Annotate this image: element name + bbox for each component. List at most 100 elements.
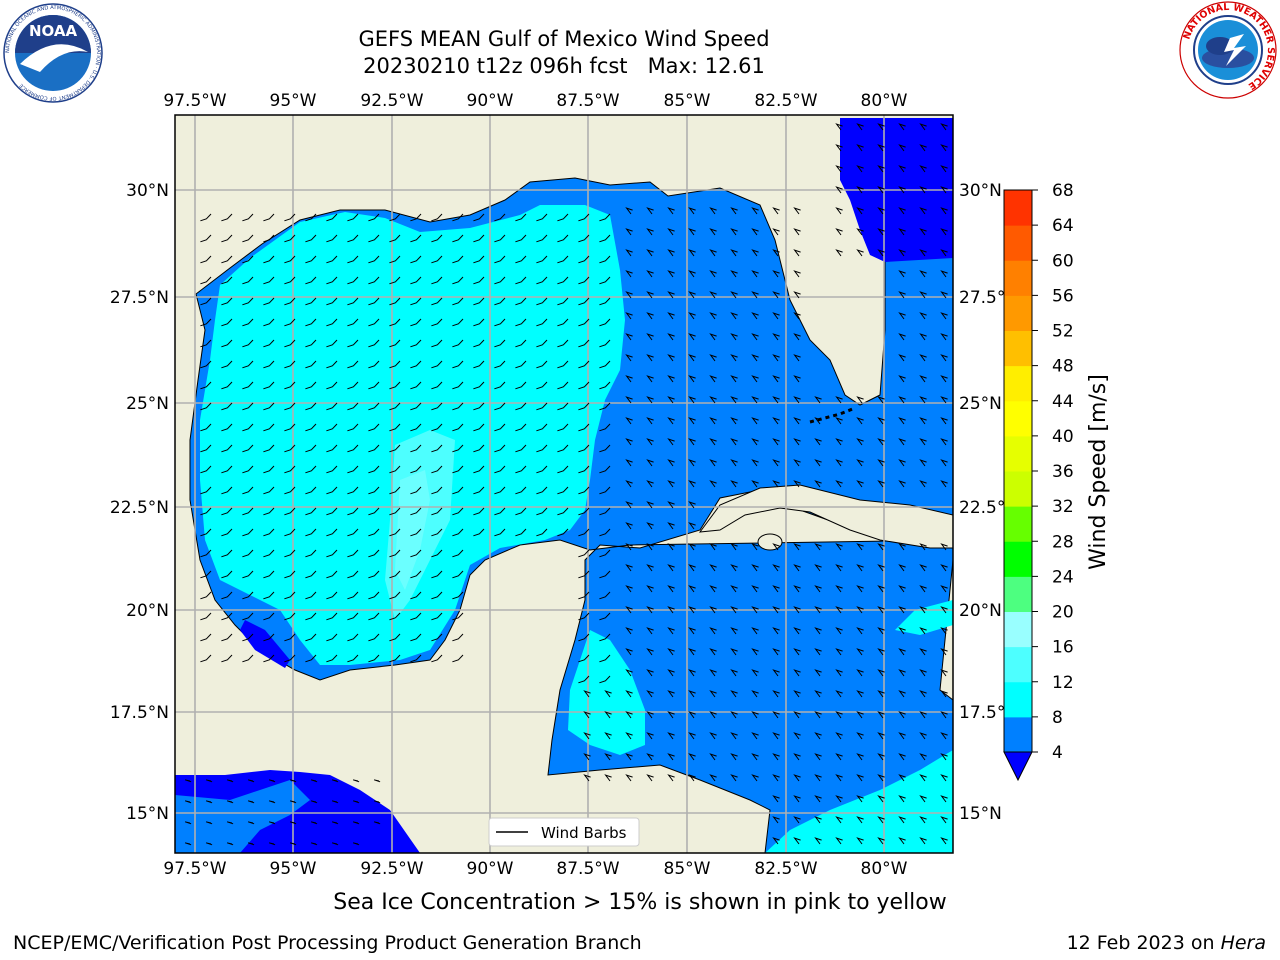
wind-barb (835, 396, 843, 404)
wind-barb (242, 444, 254, 453)
wind-barb (688, 207, 696, 215)
wind-barb (263, 339, 275, 348)
wind-barb (431, 423, 443, 432)
wind-barb (221, 570, 233, 579)
wind-barb (368, 423, 380, 432)
wind-barb (452, 591, 464, 600)
wind-barb (898, 564, 906, 572)
wind-barb (667, 543, 675, 551)
wind-barb (242, 318, 254, 327)
wind-barb (557, 234, 569, 243)
credit-date-text: 12 Feb 2023 on (1066, 932, 1221, 954)
wind-barb (919, 585, 927, 593)
wind-barb (625, 354, 633, 362)
lat-labels-right: 30°N 27.5°N 25°N 22.5°N 20°N 17.5°N 15°N (959, 181, 1018, 824)
wind-barb (515, 276, 527, 285)
wind-barb (604, 732, 612, 740)
wind-barb (919, 375, 927, 383)
wind-barb (835, 543, 843, 551)
wind-barb (646, 417, 654, 425)
wind-barb (898, 585, 906, 593)
wind-barb (578, 255, 590, 264)
wind-barb (751, 312, 759, 320)
wind-barb (688, 291, 696, 299)
wind-barb (263, 276, 275, 285)
wind-barb (578, 633, 590, 642)
wind-barb (200, 381, 212, 390)
wind-barb (347, 318, 359, 327)
wind-barb (877, 690, 885, 698)
wind-barb (772, 207, 780, 215)
wind-barb (709, 732, 717, 740)
wind-barb (452, 318, 464, 327)
wind-barb (184, 842, 192, 846)
wind-barb (473, 276, 485, 285)
wind-barb (940, 459, 948, 467)
wind-barb (877, 186, 885, 194)
mexico-coast-dark (240, 620, 290, 668)
lat-label: 30°N (126, 181, 169, 201)
lon-label: 87.5°W (556, 91, 619, 111)
wind-barb (919, 354, 927, 362)
wind-barb (730, 291, 738, 299)
wind-barb (625, 459, 633, 467)
wind-barb (730, 375, 738, 383)
wind-barb (247, 842, 255, 846)
wind-barb (919, 438, 927, 446)
wind-barb (578, 297, 590, 306)
colorbar-tick-label: 24 (1052, 567, 1074, 587)
wind-barb (688, 627, 696, 635)
wind-barb (688, 753, 696, 761)
wind-barb (431, 612, 443, 621)
wind-barb (646, 606, 654, 614)
wind-barb (646, 774, 654, 782)
wind-barb (368, 360, 380, 369)
wind-barb (200, 297, 212, 306)
wind-barb (242, 654, 254, 663)
wind-barb (305, 255, 317, 264)
wind-barb (326, 423, 338, 432)
wind-barb (835, 711, 843, 719)
wind-barb (347, 633, 359, 642)
wind-barb (625, 501, 633, 509)
wind-barb (709, 774, 717, 782)
wind-barb (310, 779, 318, 783)
wind-barb (347, 444, 359, 453)
wind-barb (919, 795, 927, 803)
wind-barb (599, 360, 611, 369)
wind-barb (667, 774, 675, 782)
wind-barb (814, 648, 822, 656)
wind-barb (940, 711, 948, 719)
wind-barb (709, 333, 717, 341)
wind-barb (326, 528, 338, 537)
wind-barb (730, 648, 738, 656)
wind-barb (515, 423, 527, 432)
wind-barb (473, 381, 485, 390)
wind-barb (347, 486, 359, 495)
lon-label: 82.5°W (754, 859, 817, 879)
wind-barb (625, 375, 633, 383)
wind-barb (305, 570, 317, 579)
wind-barb (310, 821, 318, 825)
wind-barb (247, 800, 255, 804)
wind-barb (452, 486, 464, 495)
wind-barb (347, 465, 359, 474)
wind-barb (856, 480, 864, 488)
wind-barb (326, 234, 338, 243)
wind-barb (772, 459, 780, 467)
wind-barb (431, 276, 443, 285)
wind-barb (221, 318, 233, 327)
colorbar-segment (1004, 646, 1032, 683)
jamaica-area-cyan (895, 600, 953, 635)
colorbar-segment (1004, 611, 1032, 648)
wind-barb (709, 228, 717, 236)
wind-barb (646, 375, 654, 383)
wind-barb (772, 228, 780, 236)
wind-barb (599, 423, 611, 432)
wind-barb (667, 396, 675, 404)
wind-barb (583, 732, 591, 740)
wind-barb (284, 255, 296, 264)
wind-barb (751, 564, 759, 572)
wind-barb (242, 486, 254, 495)
map-frame (174, 114, 954, 854)
